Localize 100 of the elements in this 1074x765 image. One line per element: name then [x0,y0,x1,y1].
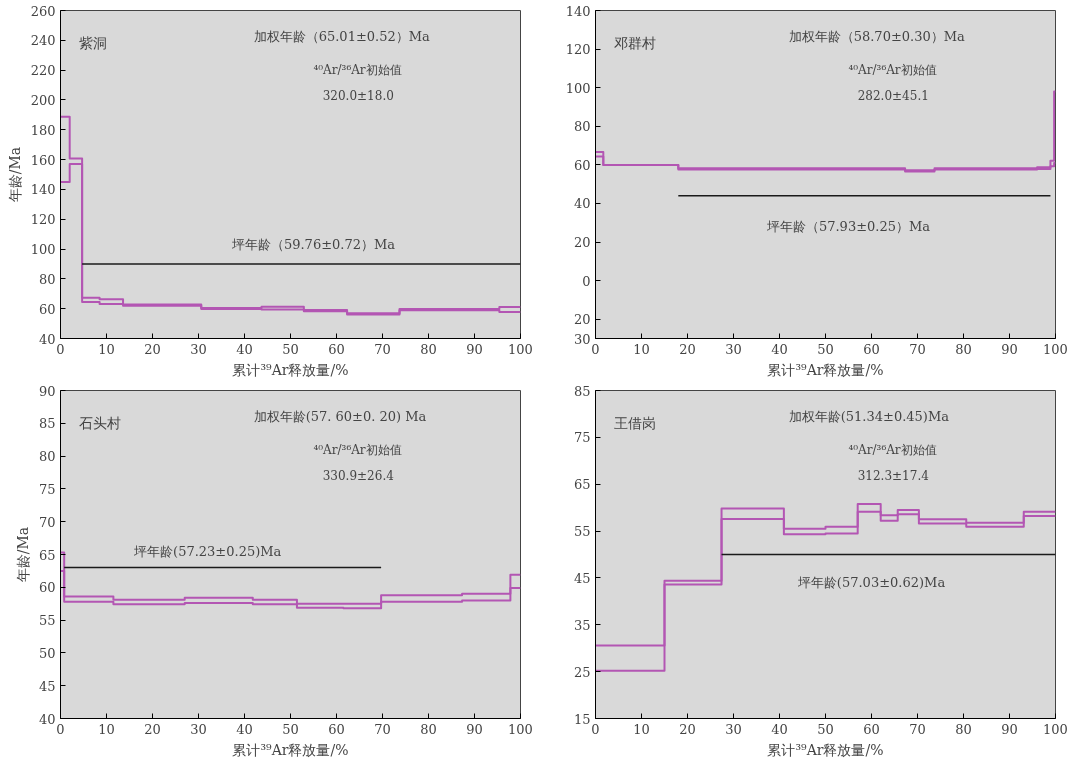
annotation: ⁴⁰Ar/³⁶Ar初始值 [848,442,937,457]
x-tick-label: 30 [725,721,742,737]
x-tick-label: 60 [863,721,880,737]
y-axis-title: 年龄/Ma [6,146,23,203]
x-tick-label: 70 [909,341,926,357]
y-tick-label: 140 [565,3,591,19]
annotation: 282.0±45.1 [857,88,929,103]
x-tick-label: 100 [1043,341,1068,357]
annotation: 加权年龄（58.70±0.30）Ma [788,29,966,45]
x-tick-label: 50 [817,721,834,737]
y-tick-label: 70 [38,514,56,530]
annotation: 邓群村 [613,35,656,52]
x-tick-label: 40 [771,341,788,357]
x-tick-label: 70 [909,721,926,737]
x-axis-title: 累计³⁹Ar释放量/% [767,741,884,758]
annotation: 320.0±18.0 [322,88,394,103]
y-tick-label: 45 [573,570,591,586]
x-tick-label: 90 [466,341,483,357]
y-tick-label: 85 [38,416,56,432]
x-tick-label: 10 [633,721,650,737]
y-tick-label: 25 [573,664,591,680]
x-tick-label: 50 [282,341,299,357]
y-tick-label: 80 [38,449,56,465]
x-tick-label: 70 [374,721,391,737]
y-tick-label: 160 [30,152,56,168]
annotation: 330.9±26.4 [322,468,395,483]
x-tick-label: 50 [817,341,834,357]
x-axis-title: 累计³⁹Ar释放量/% [232,741,349,758]
x-tick-label: 10 [98,721,115,737]
y-tick-label: 140 [30,182,56,198]
y-tick-label: 260 [30,3,56,19]
annotation: 坪年龄（59.76±0.72）Ma [230,237,396,253]
x-tick-label: 40 [236,721,253,737]
x-axis-title: 累计³⁹Ar释放量/% [232,361,349,378]
x-tick-label: 80 [955,721,972,737]
y-axis-title: 年龄/Ma [14,526,31,583]
x-tick-label: 20 [679,721,696,737]
x-tick-label: 100 [508,721,533,737]
x-tick-label: 90 [1001,721,1018,737]
y-tick-label: 20 [573,312,591,328]
y-tick-label: 40 [38,711,56,727]
y-tick-label: 40 [38,331,56,347]
y-tick-label: 55 [38,613,56,629]
y-tick-label: 75 [38,481,56,497]
annotation: 加权年龄(57. 60±0. 20) Ma [253,409,427,425]
y-tick-label: 35 [573,617,591,633]
y-tick-label: 65 [573,477,591,493]
x-tick-label: 80 [955,341,972,357]
annotation: 石头村 [78,415,121,432]
x-tick-label: 80 [420,721,437,737]
x-tick-label: 80 [420,341,437,357]
y-tick-label: 120 [30,212,56,228]
y-tick-label: 240 [30,33,56,49]
y-tick-label: 220 [30,63,56,79]
x-tick-label: 10 [98,341,115,357]
x-tick-label: 20 [144,341,161,357]
y-tick-label: 200 [30,92,56,108]
x-tick-label: 40 [771,721,788,737]
annotation: 紫洞 [78,35,107,52]
x-tick-label: 70 [374,341,391,357]
x-tick-label: 30 [725,341,742,357]
y-tick-label: 80 [38,271,56,287]
annotation: ⁴⁰Ar/³⁶Ar初始值 [848,62,937,77]
annotation: ⁴⁰Ar/³⁶Ar初始值 [313,442,402,457]
annotation: 坪年龄（57.93±0.25）Ma [765,219,931,235]
x-tick-label: 100 [508,341,533,357]
x-tick-label: 40 [236,341,253,357]
annotation: 坪年龄(57.23±0.25)Ma [133,544,282,560]
annotation: ⁴⁰Ar/³⁶Ar初始值 [313,62,402,77]
x-tick-label: 90 [1001,341,1018,357]
y-tick-label: 30 [573,331,591,347]
x-tick-label: 30 [190,341,207,357]
x-tick-label: 20 [144,721,161,737]
x-tick-label: 20 [679,341,696,357]
x-tick-label: 60 [863,341,880,357]
y-tick-label: 90 [38,383,56,399]
y-tick-label: 40 [573,196,591,212]
y-tick-label: 180 [30,122,56,138]
y-tick-label: 15 [573,711,591,727]
x-tick-label: 90 [466,721,483,737]
y-tick-label: 80 [573,119,591,135]
y-tick-label: 75 [573,430,591,446]
x-tick-label: 50 [282,721,299,737]
x-tick-label: 60 [328,721,345,737]
x-tick-label: 100 [1043,721,1068,737]
y-tick-label: 60 [38,301,56,317]
x-tick-label: 10 [633,341,650,357]
x-axis-title: 累计³⁹Ar释放量/% [767,361,884,378]
y-tick-label: 60 [38,580,56,596]
annotation: 加权年龄(51.34±0.45)Ma [788,409,950,425]
y-tick-label: 45 [38,678,56,694]
y-tick-label: 65 [38,547,56,563]
annotation: 王借岗 [613,415,656,432]
x-tick-label: 60 [328,341,345,357]
annotation: 312.3±17.4 [857,468,930,483]
annotation: 加权年龄（65.01±0.52）Ma [253,29,431,45]
x-tick-label: 30 [190,721,207,737]
y-tick-label: 85 [573,383,591,399]
y-tick-label: 100 [565,80,591,96]
y-tick-label: 120 [565,42,591,58]
